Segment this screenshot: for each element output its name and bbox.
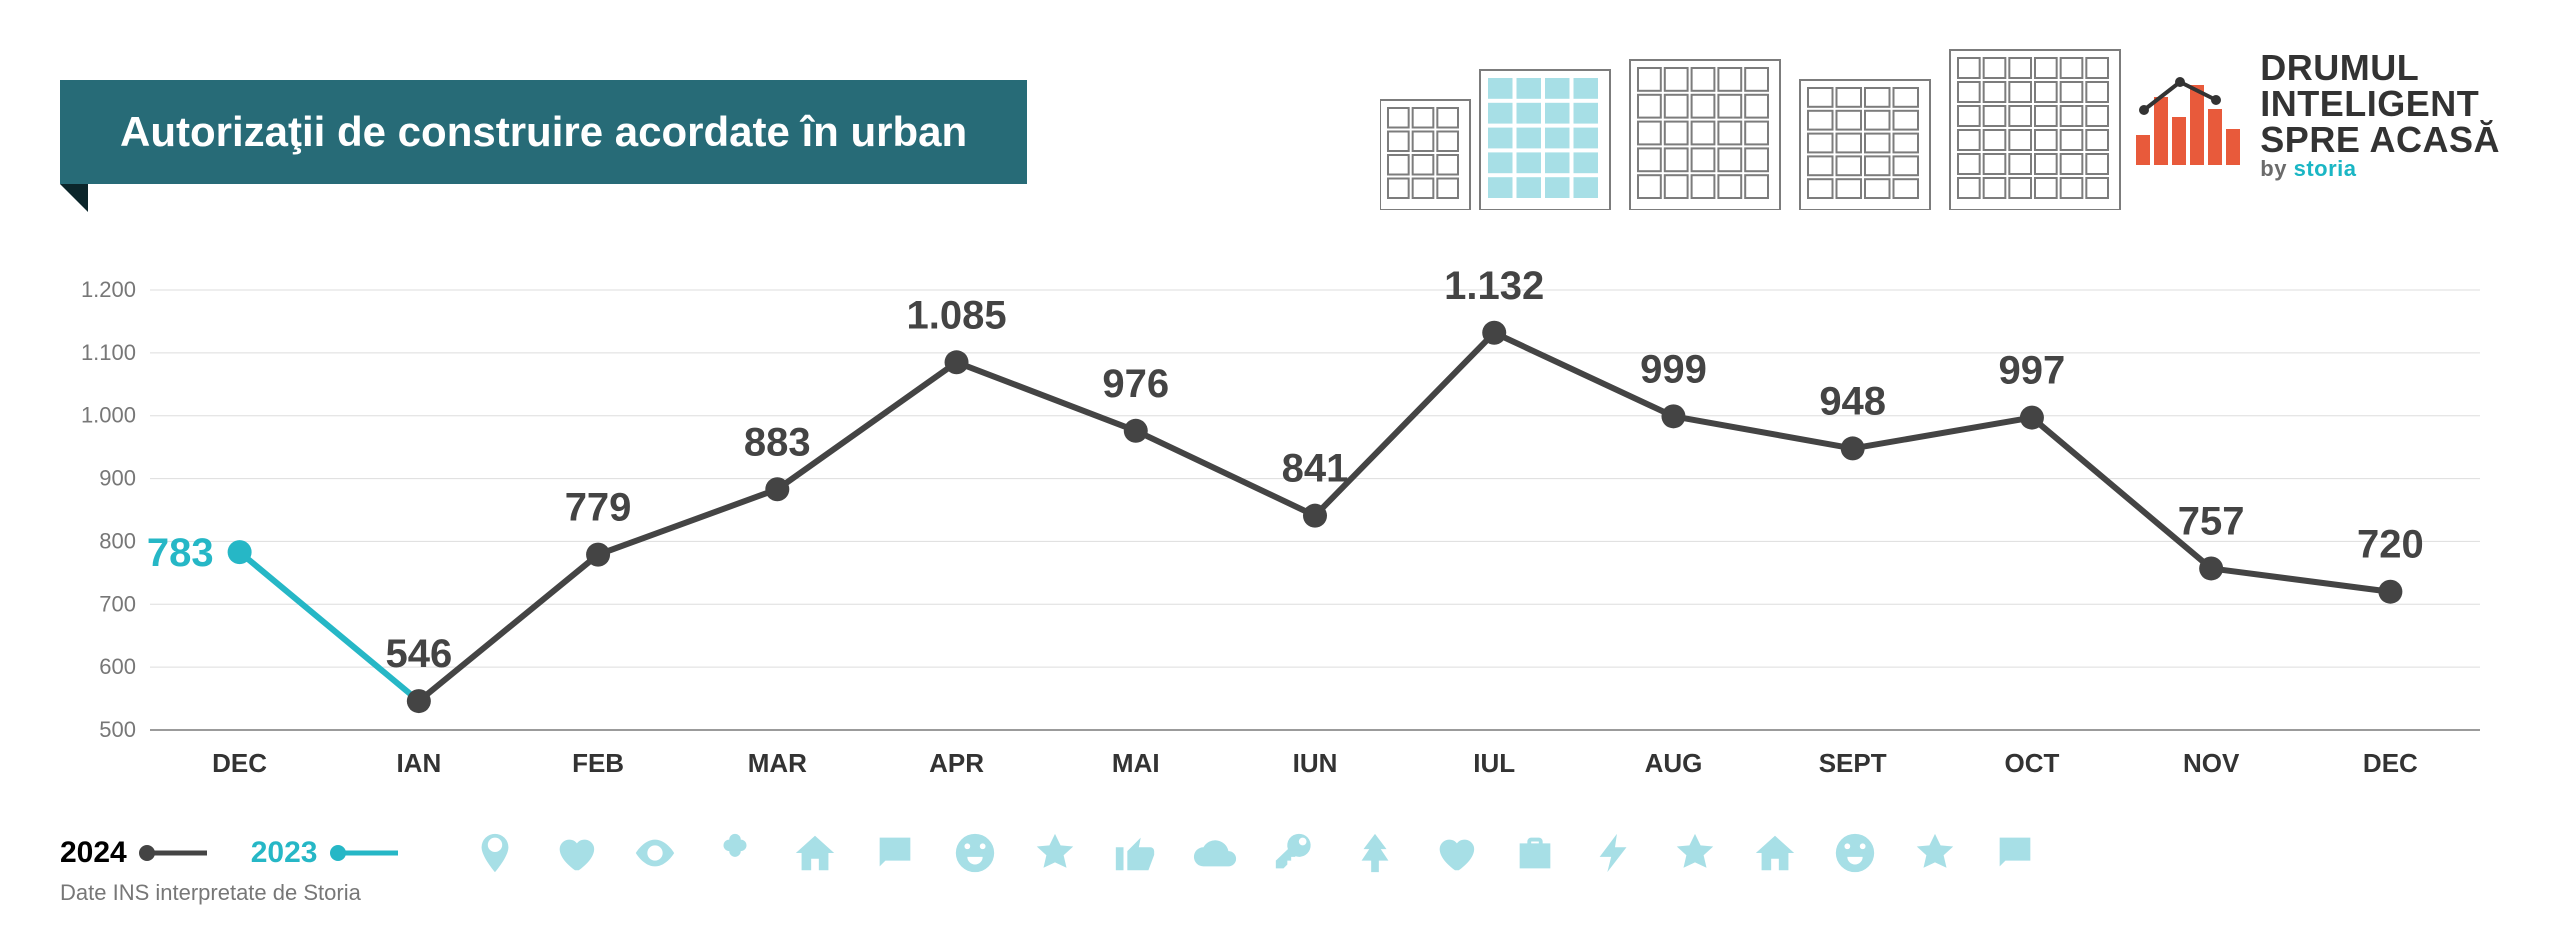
svg-text:976: 976	[1102, 362, 1169, 406]
line-chart: 500 600 700 800 900 1.000 1.100 1.200 DEC IAN FEB M…	[60, 270, 2500, 790]
svg-text:SEPT: SEPT	[1819, 748, 1887, 778]
logo-line3: SPRE ACASĂ	[2260, 122, 2500, 158]
source-note: Date INS interpretate de Storia	[60, 880, 361, 906]
svg-text:DEC: DEC	[2363, 748, 2418, 778]
star-icon	[1912, 830, 1958, 876]
svg-text:MAR: MAR	[748, 748, 807, 778]
svg-text:600: 600	[99, 654, 136, 679]
svg-text:MAI: MAI	[1112, 748, 1160, 778]
eye-icon	[632, 830, 678, 876]
svg-text:1.085: 1.085	[906, 293, 1006, 337]
logo-line2: INTELIGENT	[2260, 86, 2500, 122]
legend-2023: 2023	[251, 836, 398, 870]
svg-text:900: 900	[99, 466, 136, 491]
chat-icon	[872, 830, 918, 876]
svg-text:800: 800	[99, 528, 136, 553]
svg-text:FEB: FEB	[572, 748, 624, 778]
logo-bars-icon	[2132, 60, 2242, 170]
icon-strip	[472, 830, 2038, 876]
brand-logo: DRUMUL INTELIGENT SPRE ACASĂ by storia	[2132, 50, 2500, 180]
svg-text:IAN: IAN	[396, 748, 441, 778]
title-banner: Autorizaţii de construire acordate în ur…	[60, 80, 1027, 184]
star-icon	[1672, 830, 1718, 876]
buildings-decoration	[1380, 40, 2140, 215]
briefcase-icon	[1512, 830, 1558, 876]
svg-text:DEC: DEC	[212, 748, 267, 778]
star-icon	[1032, 830, 1078, 876]
logo-byline: by storia	[2260, 158, 2500, 180]
legend-2024-label: 2024	[60, 836, 127, 870]
svg-text:1.132: 1.132	[1444, 270, 1544, 308]
svg-text:997: 997	[1999, 349, 2066, 393]
svg-text:948: 948	[1819, 379, 1886, 423]
tree-icon	[1352, 830, 1398, 876]
title-text: Autorizaţii de construire acordate în ur…	[120, 108, 967, 155]
smile-icon	[952, 830, 998, 876]
home-icon	[792, 830, 838, 876]
legend-2023-swatch	[328, 843, 398, 863]
svg-text:AUG: AUG	[1645, 748, 1703, 778]
svg-text:546: 546	[385, 632, 452, 676]
heart-icon	[552, 830, 598, 876]
logo-text: DRUMUL INTELIGENT SPRE ACASĂ by storia	[2260, 50, 2500, 180]
svg-text:OCT: OCT	[2004, 748, 2059, 778]
chat-icon	[1992, 830, 2038, 876]
thumb-icon	[1112, 830, 1158, 876]
svg-text:1.100: 1.100	[81, 340, 136, 365]
legend-row: 2024 2023	[60, 830, 2500, 876]
legend-2024: 2024	[60, 836, 207, 870]
svg-text:841: 841	[1282, 447, 1349, 491]
svg-text:720: 720	[2357, 523, 2424, 567]
flower-icon	[712, 830, 758, 876]
home-icon	[1752, 830, 1798, 876]
smile-icon	[1832, 830, 1878, 876]
svg-text:779: 779	[565, 486, 632, 530]
bolt-icon	[1592, 830, 1638, 876]
svg-text:883: 883	[744, 420, 811, 464]
svg-text:500: 500	[99, 717, 136, 742]
legend-2024-swatch	[137, 843, 207, 863]
svg-text:1.200: 1.200	[81, 277, 136, 302]
svg-text:APR: APR	[929, 748, 984, 778]
heart-icon	[1432, 830, 1478, 876]
svg-text:IUN: IUN	[1293, 748, 1338, 778]
svg-text:783: 783	[147, 531, 214, 575]
pin-icon	[472, 830, 518, 876]
svg-text:757: 757	[2178, 499, 2245, 543]
svg-text:999: 999	[1640, 347, 1707, 391]
logo-line1: DRUMUL	[2260, 50, 2500, 86]
svg-text:1.000: 1.000	[81, 403, 136, 428]
cloud-icon	[1192, 830, 1238, 876]
legend-2023-label: 2023	[251, 836, 318, 870]
svg-text:700: 700	[99, 591, 136, 616]
key-icon	[1272, 830, 1318, 876]
svg-text:NOV: NOV	[2183, 748, 2240, 778]
svg-text:IUL: IUL	[1473, 748, 1515, 778]
